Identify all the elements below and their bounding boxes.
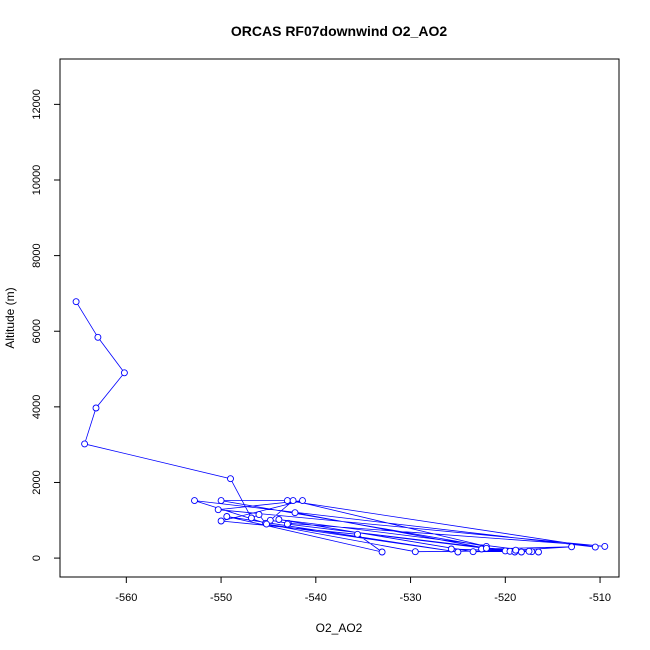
x-axis: -560 -550 -540 -530 -520 -510 — [115, 577, 611, 604]
data-point — [191, 497, 198, 505]
data-point — [535, 548, 542, 556]
data-point — [217, 497, 225, 505]
data-point — [92, 404, 100, 412]
x-tick-label: -530 — [400, 592, 422, 604]
x-axis-label: O2_AO2 — [316, 621, 363, 635]
x-tick-label: -560 — [115, 592, 137, 604]
data-point — [94, 333, 102, 341]
y-tick-label: 10000 — [31, 165, 43, 196]
data-point — [223, 513, 231, 520]
y-axis: 0 2000 4000 6000 8000 10000 12000 — [31, 89, 60, 561]
data-point — [378, 548, 386, 556]
x-tick-label: -540 — [305, 592, 327, 604]
data-point — [255, 511, 263, 519]
data-point — [591, 543, 599, 551]
data-point — [214, 506, 222, 514]
data-point — [275, 516, 283, 523]
data-series — [72, 298, 609, 556]
x-tick-label: -520 — [494, 592, 516, 604]
y-tick-label: 12000 — [31, 89, 43, 120]
data-point — [447, 545, 455, 553]
data-point — [72, 298, 80, 306]
x-tick-label: -550 — [210, 592, 232, 604]
plot-frame — [59, 58, 620, 578]
data-point — [354, 530, 361, 538]
data-point — [482, 544, 490, 552]
data-point — [568, 543, 576, 551]
data-point — [217, 517, 225, 525]
data-point — [454, 548, 462, 556]
y-tick-label: 4000 — [31, 395, 43, 419]
data-point — [283, 497, 291, 505]
data-point — [517, 548, 525, 556]
data-point — [283, 520, 291, 528]
y-tick-label: 2000 — [31, 470, 43, 494]
data-point — [81, 440, 89, 448]
data-point — [525, 547, 533, 555]
data-point — [299, 497, 306, 505]
chart-title: ORCAS RF07downwind O2_AO2 — [231, 23, 447, 39]
data-point — [227, 475, 234, 483]
y-tick-label: 0 — [31, 555, 43, 561]
data-point — [512, 546, 520, 554]
x-tick-label: -510 — [589, 592, 611, 604]
y-tick-label: 8000 — [31, 243, 43, 267]
data-point — [120, 369, 128, 377]
y-tick-label: 6000 — [31, 319, 43, 343]
data-point — [411, 548, 419, 556]
data-point — [469, 548, 477, 556]
y-axis-label: Altitude (m) — [3, 287, 17, 348]
data-point — [601, 542, 609, 550]
data-point — [247, 514, 255, 522]
data-point — [263, 520, 270, 528]
data-point — [291, 509, 299, 517]
data-point — [289, 497, 297, 505]
